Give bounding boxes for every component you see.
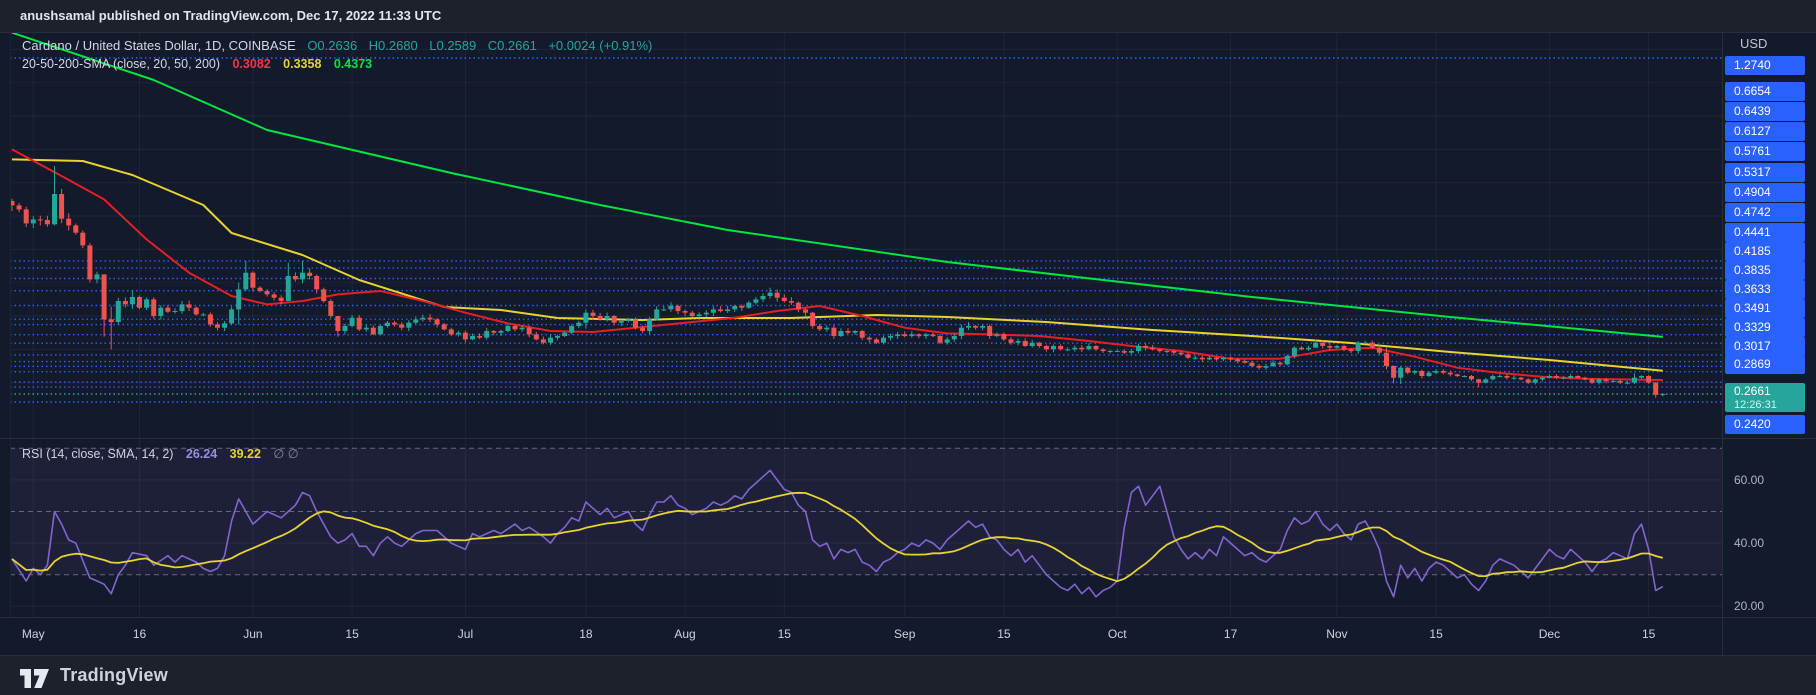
- publish-info-text: anushsamal published on TradingView.com,…: [20, 8, 442, 23]
- tradingview-logo-icon[interactable]: [20, 664, 50, 688]
- price-level-label[interactable]: 0.4441: [1725, 222, 1805, 242]
- footer-bar: TradingView: [0, 655, 1816, 695]
- symbol-legend-row[interactable]: Cardano / United States Dollar, 1D, COIN…: [22, 37, 652, 55]
- time-axis[interactable]: May 16 Jun 15 Jul 18 Aug 15 Sep 15 Oct 17 Nov 15 Dec 15: [0, 618, 1816, 655]
- time-axis-label: 15: [1429, 627, 1443, 641]
- price-level-label[interactable]: 0.2420: [1725, 414, 1805, 434]
- time-axis-label: Jun: [243, 627, 263, 641]
- ohlc-high: H0.2680: [368, 38, 418, 53]
- current-price-value: 0.2661: [1734, 384, 1771, 398]
- time-axis-label: 15: [777, 627, 791, 641]
- publish-info-bar: anushsamal published on TradingView.com,…: [0, 0, 1816, 32]
- rsi-ma-value: 39.22: [229, 447, 261, 461]
- time-axis-label: 15: [345, 627, 359, 641]
- time-axis-label: 16: [132, 627, 147, 641]
- time-axis-label: Aug: [674, 627, 696, 641]
- ohlc-open: O0.2636: [307, 38, 358, 53]
- price-level-label[interactable]: 0.5317: [1725, 162, 1805, 182]
- bar-countdown: 12:26:31: [1734, 399, 1777, 411]
- ohlc-low: L0.2589: [429, 38, 477, 53]
- price-level-label[interactable]: 0.3491: [1725, 298, 1805, 318]
- sma-legend-row[interactable]: 20-50-200-SMA (close, 20, 50, 200) 0.308…: [22, 55, 372, 73]
- price-level-label[interactable]: 0.3633: [1725, 279, 1805, 299]
- time-axis-label: 15: [1641, 627, 1656, 641]
- rsi-value: 26.24: [185, 447, 218, 461]
- rsi-axis-label: 60.00: [1734, 472, 1765, 487]
- price-level-label[interactable]: 0.4742: [1725, 202, 1805, 222]
- time-axis-label: Sep: [894, 627, 916, 641]
- price-level-label[interactable]: 0.4904: [1725, 182, 1805, 202]
- price-level-label[interactable]: 0.2869: [1725, 354, 1805, 374]
- price-axis-currency-label: USD: [1740, 36, 1768, 51]
- rsi-extra-values: ∅ ∅: [273, 447, 299, 461]
- rsi-legend-label: RSI (14, close, SMA, 14, 2): [22, 447, 174, 461]
- price-level-label[interactable]: 0.6127: [1725, 121, 1805, 141]
- time-axis-label: 18: [579, 627, 593, 641]
- time-axis-label: Dec: [1538, 627, 1561, 641]
- sma20-value: 0.3082: [232, 57, 271, 71]
- price-level-label[interactable]: 0.4185: [1725, 241, 1805, 261]
- ohlc-change: +0.0024 (+0.91%): [548, 38, 653, 53]
- time-axis-label: 17: [1223, 627, 1238, 641]
- symbol-title: Cardano / United States Dollar, 1D, COIN…: [22, 38, 296, 53]
- time-axis-label: 15: [997, 627, 1011, 641]
- time-axis-label: Oct: [1107, 627, 1127, 641]
- price-level-label[interactable]: 0.5761: [1725, 141, 1805, 161]
- sma200-value: 0.4373: [333, 57, 373, 71]
- time-axis-label: Jul: [457, 627, 474, 641]
- current-price-label: 0.2661 12:26:31: [1725, 383, 1805, 412]
- rsi-axis-label: 40.00: [1734, 536, 1765, 551]
- price-level-label[interactable]: 1.2740: [1725, 55, 1805, 75]
- price-axis[interactable]: 1.2740 0.6654 0.6439 0.6127 0.5761 0.5317 0.49…: [1723, 33, 1816, 437]
- tradingview-brand-text[interactable]: TradingView: [60, 665, 168, 685]
- ohlc-close: C0.2661: [487, 38, 537, 53]
- sma-legend-label: 20-50-200-SMA (close, 20, 50, 200): [22, 57, 221, 71]
- rsi-axis-label: 20.00: [1734, 599, 1765, 614]
- time-axis-label: May: [21, 627, 45, 641]
- rsi-axis[interactable]: 60.00 40.00 20.00: [1723, 440, 1816, 617]
- sma50-value: 0.3358: [283, 57, 322, 71]
- price-level-label[interactable]: 0.3017: [1725, 336, 1805, 356]
- price-level-label[interactable]: 0.6654: [1725, 81, 1805, 101]
- rsi-legend-row[interactable]: RSI (14, close, SMA, 14, 2) 26.24 39.22 …: [22, 445, 299, 463]
- time-axis-label: Nov: [1326, 627, 1348, 641]
- price-level-label[interactable]: 0.3835: [1725, 260, 1805, 280]
- price-level-label[interactable]: 0.6439: [1725, 101, 1805, 121]
- price-level-label[interactable]: 0.3329: [1725, 317, 1805, 337]
